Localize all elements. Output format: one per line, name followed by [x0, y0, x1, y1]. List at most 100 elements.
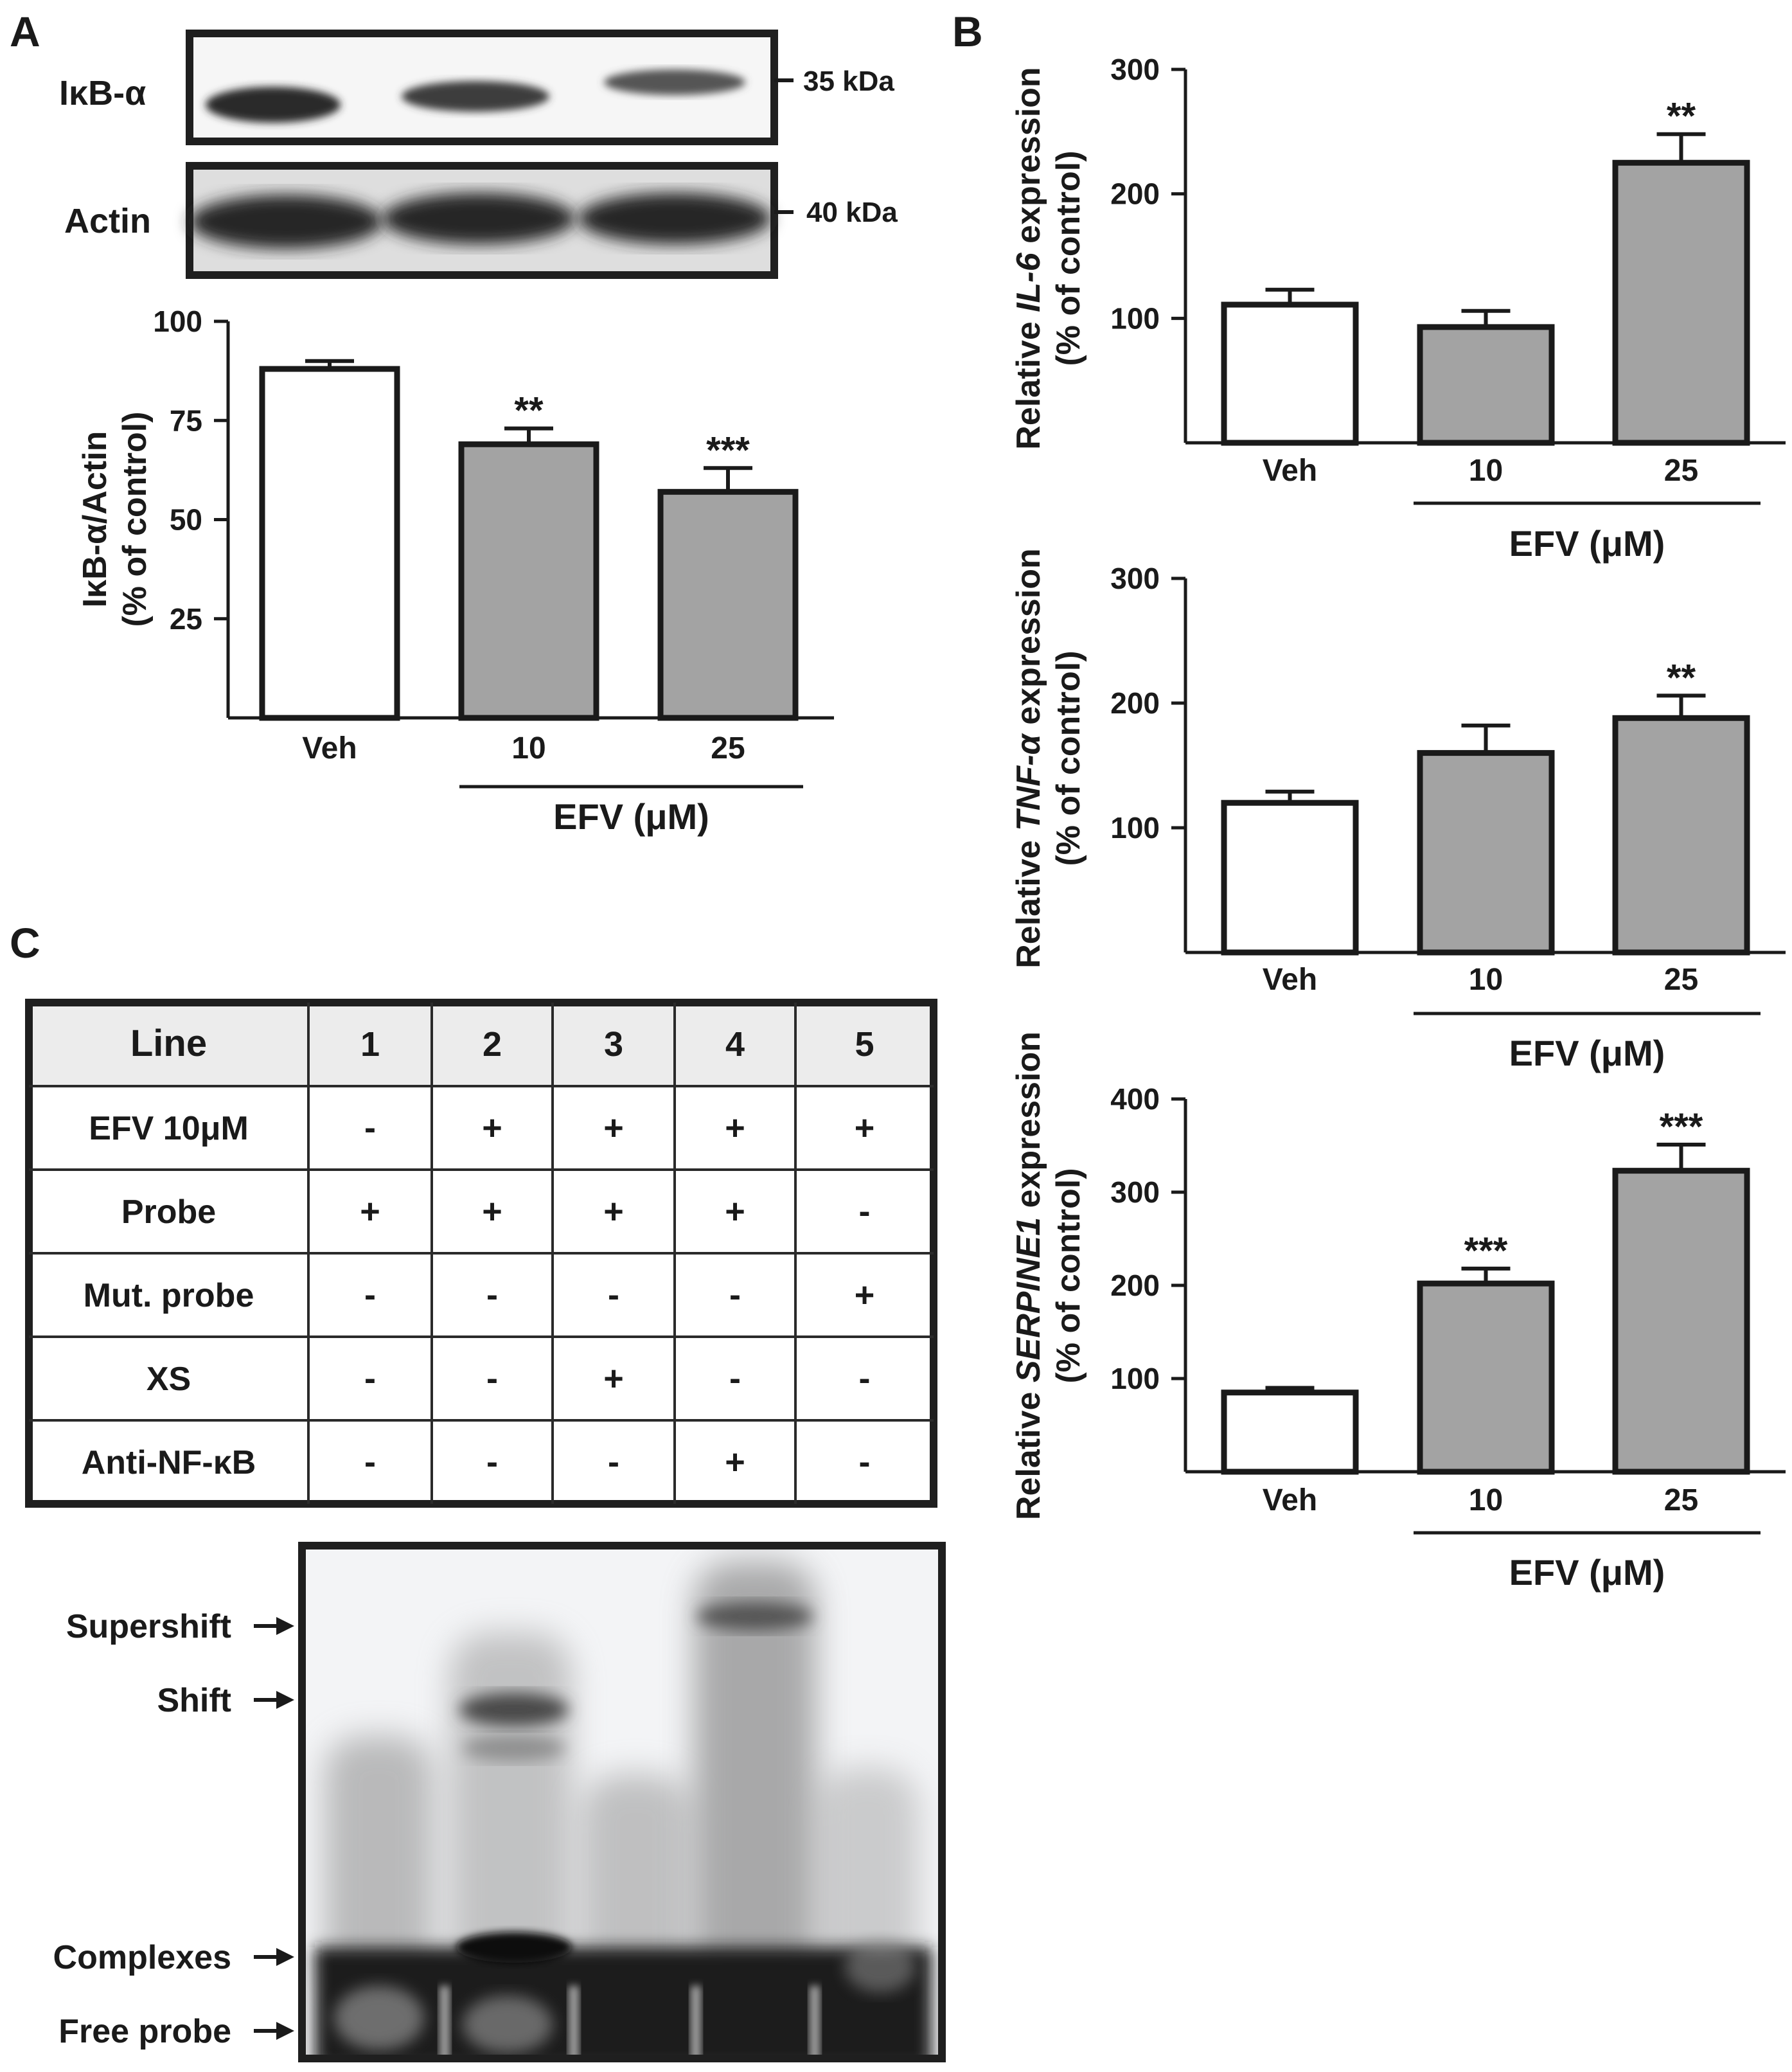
- table-row-label: Mut. probe: [84, 1277, 254, 1314]
- ikba-band-lane3: [604, 69, 745, 95]
- il6-y-label-part: IL-6: [1010, 252, 1047, 312]
- table-cell: +: [603, 1359, 624, 1398]
- gel-labels: Supershift Shift Complexes Free probe: [53, 1608, 294, 2050]
- il6-ytick-label: 300: [1110, 53, 1160, 86]
- emsa-gel-frame: [298, 1542, 946, 2062]
- actin-band-lane2: [382, 193, 575, 244]
- il6-category-label: Veh: [1263, 454, 1317, 488]
- table-cell: -: [859, 1359, 871, 1398]
- actin-band-lane3: [578, 193, 771, 244]
- emsa-table: Line 1 2 3 4 5 EFV 10μM - + + + + Probe + + + + - Mut. pro…: [25, 999, 937, 1508]
- gel-label: Supershift: [66, 1608, 231, 1645]
- ikba-bar-10: [458, 441, 599, 721]
- ikba-group-label: EFV (μM): [553, 796, 709, 837]
- gel-arrow-head: [276, 1948, 294, 1966]
- table-cell: +: [725, 1109, 745, 1147]
- ikba-y-label-line: IκB-α/Actin: [76, 431, 114, 608]
- serpine1-y-label-part: Relative: [1010, 1382, 1047, 1520]
- il6-category-label: 10: [1469, 454, 1503, 488]
- shift-band: [459, 1693, 569, 1726]
- table-cell: -: [729, 1276, 741, 1314]
- table-header-cell: Line: [130, 1023, 207, 1064]
- table-row-label: XS: [146, 1361, 191, 1398]
- panel-b-letter: B: [952, 8, 983, 55]
- chart-tnfa: 100 200 300 Veh 10 ** 25 EFV (μM) Relative TNF-α…: [1010, 548, 1786, 1073]
- tnfa-y-label: Relative TNF-α expression(% of control): [1010, 548, 1087, 969]
- serpine1-ytick-label: 400: [1110, 1082, 1160, 1116]
- ikba-category-label: 10: [511, 731, 546, 765]
- table-cell: -: [608, 1276, 619, 1314]
- blot-label-actin: Actin: [64, 202, 151, 240]
- table-cell: -: [364, 1359, 376, 1398]
- serpine1-significance-25: ***: [1660, 1106, 1703, 1148]
- ikba-category-label: 25: [711, 731, 745, 765]
- gel-label: Shift: [157, 1682, 231, 1719]
- ikba-band-lane2: [402, 81, 549, 112]
- serpine1-y-label: Relative SERPINE1 expression(% of contro…: [1010, 1032, 1087, 1520]
- table-cell: -: [364, 1109, 376, 1147]
- ikba-significance-10: **: [514, 390, 544, 432]
- table-header-cell: 4: [725, 1025, 745, 1064]
- tnfa-bar-25: [1612, 715, 1750, 956]
- ikba-band-lane1: [206, 87, 341, 123]
- table-cell: +: [482, 1109, 502, 1147]
- table-row-label: EFV 10μM: [89, 1110, 249, 1147]
- il6-y-label: Relative IL-6 expression (% of control): [1010, 67, 1087, 449]
- ikba-ytick-label: 25: [170, 602, 202, 636]
- complexes-band: [456, 1932, 572, 1963]
- table-header-cell: 5: [855, 1025, 874, 1064]
- il6-ytick-label: 100: [1110, 301, 1160, 335]
- il6-y-label-part: expression: [1010, 67, 1047, 253]
- il6-y-label-part: Relative: [1010, 312, 1047, 450]
- ikba-ytick-label: 50: [170, 503, 202, 537]
- ikba-category-label: Veh: [302, 731, 357, 765]
- table-cell: +: [855, 1276, 875, 1314]
- il6-category-label: 25: [1664, 454, 1698, 488]
- table-cell: +: [360, 1192, 380, 1231]
- table-cell: -: [486, 1276, 498, 1314]
- il6-bar-Veh: [1221, 301, 1359, 446]
- table-row-label: Probe: [121, 1193, 216, 1231]
- ikba-bar-Veh: [259, 366, 400, 721]
- tnfa-y-label-line2: (% of control): [1050, 650, 1087, 866]
- tnfa-category-label: Veh: [1263, 963, 1317, 997]
- il6-bar-25: [1612, 159, 1750, 446]
- serpine1-category-label: 25: [1664, 1483, 1698, 1517]
- gel-label: Free probe: [58, 2013, 231, 2050]
- gel-arrow-head: [276, 1691, 294, 1709]
- tnfa-ytick-label: 200: [1110, 686, 1160, 720]
- ikba-ytick-label: 75: [170, 404, 202, 437]
- ikba-ytick-label: 100: [153, 305, 202, 338]
- blot-label-ikba: IκB-α: [59, 74, 146, 112]
- serpine1-bar-10: [1417, 1280, 1555, 1475]
- table-cell: +: [603, 1192, 624, 1231]
- panel-a-letter: A: [10, 8, 40, 55]
- tnfa-bar-10: [1417, 750, 1555, 956]
- serpine1-bar-Veh: [1221, 1389, 1359, 1475]
- table-cell: -: [608, 1443, 619, 1481]
- il6-y-label-line1: Relative IL-6 expression: [1010, 67, 1047, 449]
- tnfa-y-label-part: expression: [1010, 548, 1047, 734]
- ikba-y-label: IκB-α/Actin(% of control): [76, 411, 154, 627]
- table-cell: -: [486, 1443, 498, 1481]
- table-cell: -: [729, 1359, 741, 1398]
- table-header-bg: [29, 1003, 934, 1086]
- table-cell: +: [603, 1109, 624, 1147]
- serpine1-group-label: EFV (μM): [1509, 1552, 1665, 1593]
- table-cell: -: [486, 1359, 498, 1398]
- il6-significance-25: **: [1667, 96, 1696, 138]
- table-header-cell: 1: [360, 1025, 380, 1064]
- supershift-band: [697, 1602, 813, 1630]
- gel-arrow-head: [276, 1617, 294, 1635]
- serpine1-ytick-label: 200: [1110, 1269, 1160, 1302]
- serpine1-bar-25: [1612, 1168, 1750, 1475]
- tnfa-y-label-part: TNF-α: [1010, 733, 1047, 831]
- marker-35kda: 35 kDa: [803, 66, 894, 97]
- tnfa-ytick-label: 100: [1110, 811, 1160, 844]
- serpine1-ytick-label: 300: [1110, 1175, 1160, 1209]
- ikba-y-label-line: (% of control): [116, 411, 154, 627]
- table-cell: +: [482, 1192, 502, 1231]
- serpine1-y-label-part: expression: [1010, 1032, 1047, 1217]
